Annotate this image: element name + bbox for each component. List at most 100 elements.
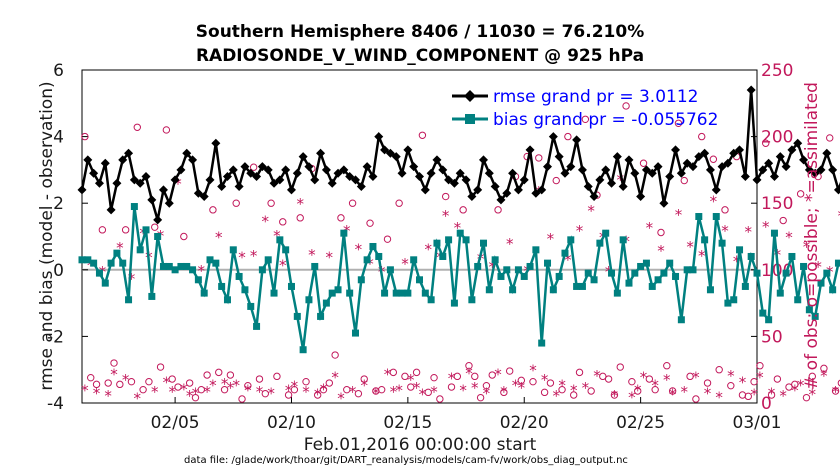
bias-point — [247, 302, 255, 310]
assimilated-count-point: * — [203, 383, 211, 401]
assimilated-count-point: * — [291, 378, 299, 396]
bias-point — [130, 203, 138, 211]
assimilated-count-point: * — [122, 371, 130, 389]
possible-count-point — [92, 380, 101, 389]
assimilated-count-point: * — [663, 371, 671, 389]
rmse-point — [100, 158, 110, 168]
rmse-point — [304, 162, 314, 172]
rmse-point — [176, 165, 186, 175]
assimilated-count-point: * — [116, 239, 124, 257]
possible-count-point — [151, 223, 159, 231]
bias-point — [253, 322, 261, 330]
possible-count-point — [616, 363, 624, 371]
bias-point — [642, 259, 650, 267]
possible-count-point — [505, 367, 514, 375]
possible-count-point — [191, 393, 200, 402]
y-right-tick-label: 200 — [761, 128, 793, 148]
possible-count-point — [127, 377, 136, 386]
bias-point — [142, 226, 150, 234]
possible-count-point — [581, 115, 590, 123]
rmse-point — [671, 145, 681, 155]
x-tick-label: 02/05 — [151, 413, 200, 433]
assimilated-count-point: * — [657, 242, 665, 260]
x-tick-label: 02/15 — [383, 413, 432, 433]
possible-count-point — [354, 389, 363, 398]
assimilated-count-point: * — [500, 383, 508, 401]
rmse-point — [409, 162, 419, 172]
possible-count-point — [529, 377, 537, 386]
possible-count-point — [750, 377, 758, 386]
rmse-point — [316, 148, 326, 158]
rmse-point — [537, 185, 547, 195]
possible-count-point — [174, 383, 182, 391]
rmse-point — [158, 185, 168, 195]
bias-point — [573, 282, 581, 290]
rmse-point — [700, 148, 710, 158]
chart-title-line2: RADIOSONDE_V_WIND_COMPONENT @ 925 hPa — [196, 46, 644, 66]
assimilated-count-point: * — [617, 171, 625, 189]
y-right-tick-label: 0 — [761, 394, 772, 414]
rmse-point — [572, 135, 582, 145]
bias-point — [555, 272, 563, 280]
y-right-tick-label: 250 — [761, 61, 793, 81]
rmse-point — [828, 165, 838, 175]
possible-count-point — [249, 163, 258, 171]
bias-point — [794, 296, 802, 304]
bias-point — [171, 266, 179, 274]
rmse-point — [746, 85, 756, 95]
assimilated-count-point: * — [547, 230, 555, 248]
assimilated-count-point: * — [454, 219, 462, 237]
assimilated-count-point: * — [401, 255, 409, 273]
rmse-point — [432, 155, 442, 165]
bias-point — [823, 269, 831, 277]
possible-count-point — [831, 387, 840, 395]
legend: rmse grand pr = 3.0112 bias grand pr = -… — [452, 87, 718, 130]
assimilated-count-point: * — [529, 362, 537, 380]
rmse-point — [228, 165, 238, 175]
rmse-point — [298, 152, 308, 162]
assimilated-count-point: * — [256, 383, 264, 401]
rmse-point — [281, 165, 291, 175]
possible-count-point — [599, 372, 607, 381]
assimilated-count-point: * — [733, 252, 741, 270]
rmse-point — [368, 172, 378, 182]
rmse-point — [519, 175, 529, 185]
bias-point — [276, 236, 284, 244]
rmse-point — [799, 155, 809, 165]
possible-count-point — [558, 385, 566, 394]
bias-point — [101, 279, 109, 287]
possible-count-point — [587, 387, 595, 395]
possible-count-point — [313, 391, 322, 399]
y-tick-label: 6 — [53, 61, 64, 81]
possible-count-point — [645, 375, 654, 383]
rmse-point — [170, 175, 180, 185]
rmse-point — [816, 165, 826, 175]
bias-point — [660, 269, 668, 277]
rmse-point — [601, 165, 611, 175]
possible-count-point — [570, 391, 578, 399]
possible-count-point — [494, 206, 502, 214]
assimilated-count-point: * — [803, 238, 811, 256]
assimilated-count-point: * — [349, 383, 357, 401]
assimilated-count-point: * — [785, 229, 793, 247]
bias-point — [776, 289, 784, 297]
possible-count-point — [773, 375, 782, 383]
bias-point — [398, 289, 406, 297]
bias-point — [747, 252, 755, 260]
possible-count-point — [628, 377, 636, 386]
bias-point — [497, 272, 505, 280]
possible-count-point — [377, 385, 386, 394]
assimilated-count-point: * — [244, 382, 252, 400]
rmse-point — [188, 155, 198, 165]
assimilated-count-point: * — [355, 240, 363, 258]
assimilated-count-point: * — [768, 384, 776, 402]
rmse-point — [129, 175, 139, 185]
bias-point — [177, 262, 185, 270]
assimilated-count-point: * — [681, 383, 689, 401]
assimilated-count-point: * — [192, 384, 200, 402]
y-tick-label: 0 — [53, 261, 64, 281]
rmse-point — [641, 165, 651, 175]
assimilated-count-point: * — [285, 382, 293, 400]
bias-point — [427, 296, 435, 304]
bias-point — [730, 296, 738, 304]
